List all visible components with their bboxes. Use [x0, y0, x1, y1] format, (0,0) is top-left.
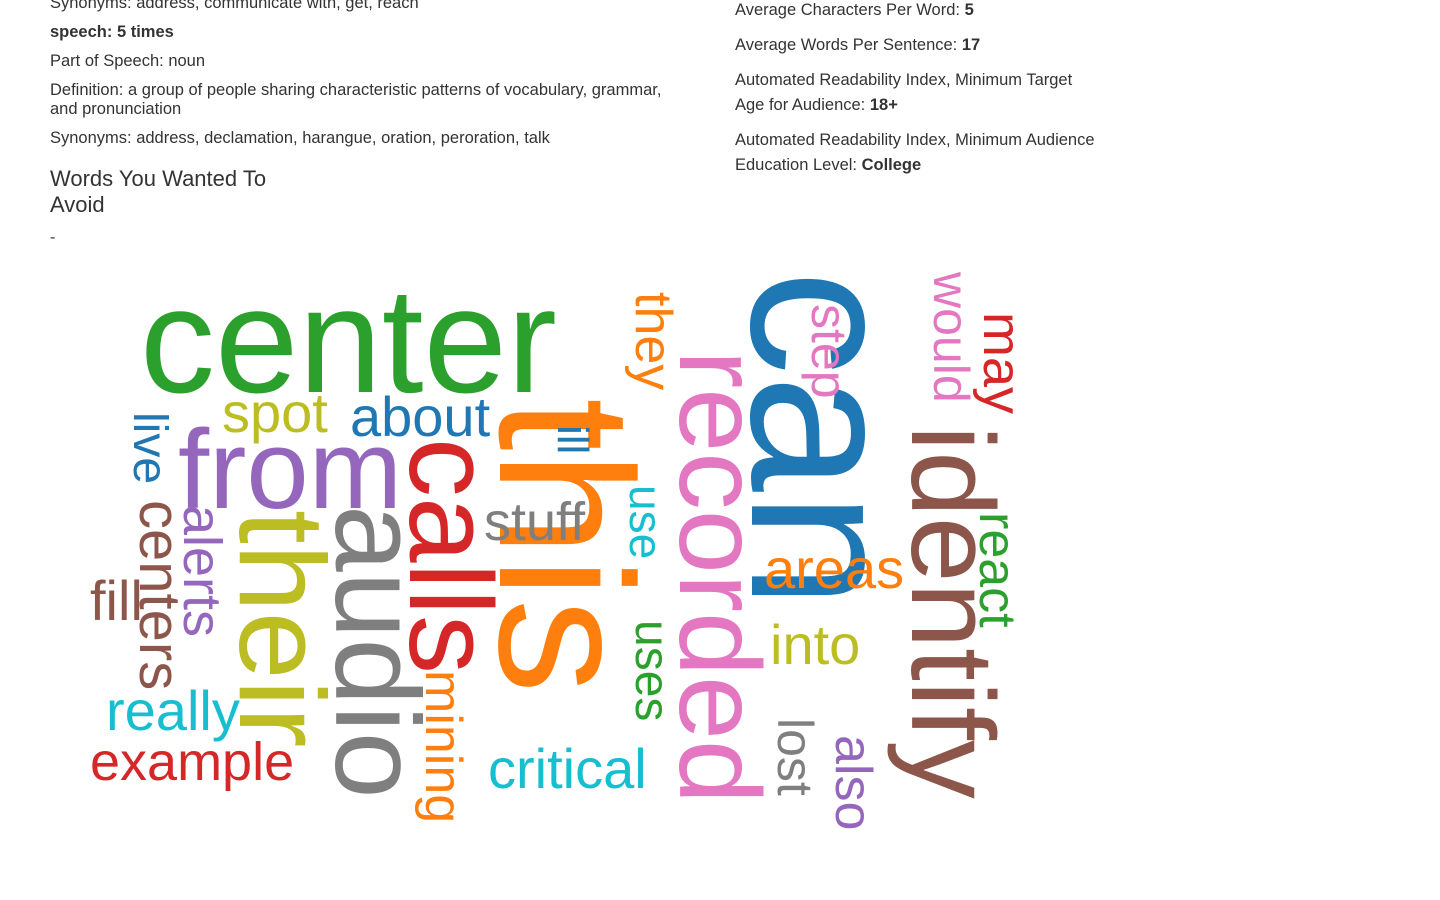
avg-chars-value: 5	[964, 1, 974, 19]
cloud-word-recorded: recorded	[655, 350, 783, 804]
cloud-word-really: really	[106, 679, 240, 742]
cloud-word-use: use	[620, 485, 672, 559]
cloud-word-also: also	[824, 735, 882, 830]
synonyms-top-line: Synonyms: address, communicate with, get…	[50, 0, 419, 12]
avg-chars-stat: Average Characters Per Word: 5	[735, 0, 1095, 23]
ari-education-stat: Automated Readability Index, Minimum Aud…	[735, 128, 1095, 178]
cloud-word-identify: identify	[886, 425, 1018, 799]
cloud-word-center: center	[140, 256, 557, 424]
cloud-word-live: live	[123, 412, 176, 484]
part-of-speech-line: Part of Speech: noun	[50, 52, 206, 70]
cloud-word-lost: lost	[767, 718, 823, 796]
cloud-word-areas: areas	[764, 537, 904, 600]
definition-line: Definition: a group of people sharing ch…	[50, 81, 662, 118]
avg-words-value: 17	[961, 36, 981, 54]
avg-words-label: Average Words Per Sentence:	[735, 36, 962, 54]
ari-education-value: College	[861, 156, 922, 174]
cloud-word-uses: uses	[625, 620, 678, 721]
cloud-word-react: react	[968, 512, 1026, 628]
cloud-word-centers: centers	[127, 500, 192, 690]
cloud-word-audio: audio	[310, 505, 444, 799]
cloud-word-they: they	[624, 292, 682, 390]
cloud-word-can: can	[707, 270, 942, 609]
ari-age-label: Automated Readability Index, Minimum Tar…	[735, 71, 1073, 114]
cloud-word-fill: fill	[90, 569, 143, 632]
cloud-word-example: example	[90, 732, 294, 792]
cloud-word-from: from	[178, 407, 402, 532]
avoid-words-heading: Words You Wanted To Avoid	[50, 166, 267, 217]
cloud-word-about: about	[350, 385, 491, 448]
word-analysis-column: Synonyms: address, communicate with, get…	[50, 0, 690, 248]
cloud-word-critical: critical	[488, 737, 647, 800]
readability-stats-column: Average Characters Per Word: 5 Average W…	[735, 0, 1095, 188]
cloud-word-ill: ill	[548, 425, 597, 454]
cloud-word-their: their	[214, 510, 350, 747]
cloud-word-calls: calls	[384, 438, 516, 674]
cloud-word-into: into	[770, 613, 860, 676]
ari-age-stat: Automated Readability Index, Minimum Tar…	[735, 68, 1095, 118]
word-count-line: speech: 5 times	[50, 23, 174, 41]
cloud-word-mining: mining	[414, 670, 472, 823]
cloud-word-may: may	[972, 312, 1032, 414]
cloud-word-this: this	[459, 398, 671, 694]
cloud-word-would: would	[923, 271, 979, 403]
cloud-word-stuff: stuff	[484, 492, 586, 552]
cloud-word-spot: spot	[222, 381, 328, 444]
avoid-words-value: -	[50, 229, 56, 246]
cloud-word-step: step	[801, 304, 857, 399]
ari-education-label: Automated Readability Index, Minimum Aud…	[735, 131, 1095, 174]
synonyms-line: Synonyms: address, declamation, harangue…	[50, 129, 550, 147]
ari-age-value: 18+	[869, 96, 898, 114]
avg-words-stat: Average Words Per Sentence: 17	[735, 33, 1095, 58]
cloud-word-alerts: alerts	[172, 505, 232, 637]
avg-chars-label: Average Characters Per Word:	[735, 1, 965, 19]
